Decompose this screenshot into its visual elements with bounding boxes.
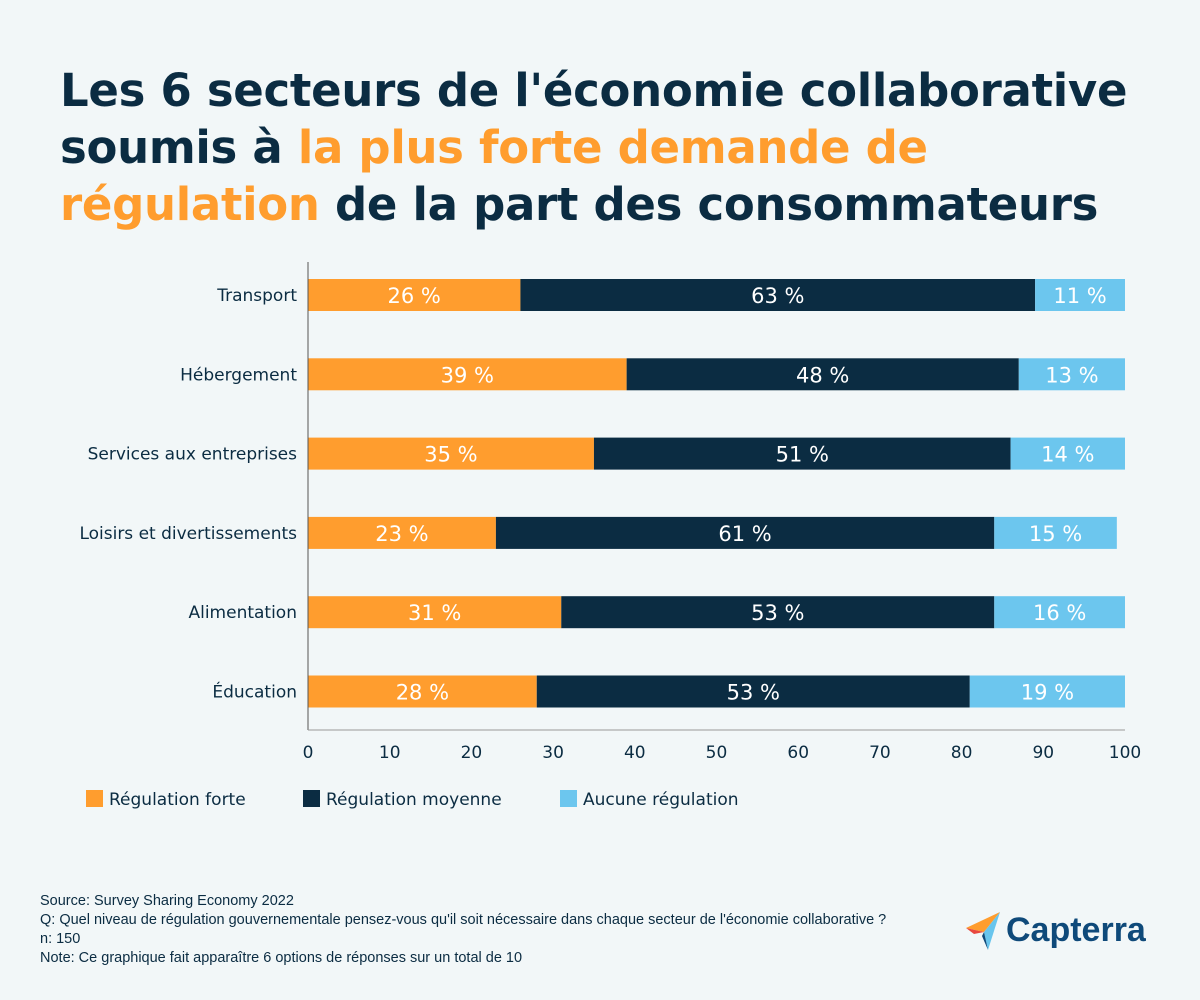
data-label: 14 % — [1041, 443, 1094, 467]
capterra-logo: Capterra — [966, 908, 1146, 952]
category-label: Loisirs et divertissements — [79, 524, 297, 544]
bar-segment — [994, 516, 1117, 549]
bar-segment — [308, 596, 562, 629]
data-label: 31 % — [408, 601, 461, 625]
chart-title: Les 6 secteurs de l'économie collaborati… — [60, 62, 1170, 233]
legend-label: Régulation moyenne — [326, 790, 502, 810]
data-label: 39 % — [441, 363, 494, 387]
data-label: 15 % — [1029, 522, 1082, 546]
footer-notes: Source: Survey Sharing Economy 2022 Q: Q… — [40, 892, 940, 968]
data-label: 53 % — [751, 601, 804, 625]
bar-segment — [495, 516, 995, 549]
bar-segment — [626, 358, 1019, 391]
category-label: Éducation — [212, 681, 297, 703]
category-label: Hébergement — [180, 365, 297, 385]
x-tick-label: 10 — [379, 743, 401, 763]
data-label: 48 % — [796, 363, 849, 387]
bar-segment — [593, 437, 1011, 470]
bar-segment — [520, 279, 1036, 311]
x-tick-label: 90 — [1032, 743, 1054, 763]
data-label: 28 % — [396, 681, 449, 705]
bar-segment — [308, 358, 627, 391]
capterra-logo-text: Capterra — [1006, 910, 1146, 949]
data-label: 51 % — [776, 443, 829, 467]
data-label: 61 % — [718, 522, 771, 546]
footer-question: Q: Quel niveau de régulation gouvernemen… — [40, 912, 887, 928]
bar-segment — [994, 596, 1125, 629]
data-label: 19 % — [1021, 681, 1074, 705]
bar-segment — [561, 596, 995, 629]
footer-source: Source: Survey Sharing Economy 2022 — [40, 893, 294, 909]
data-label: 16 % — [1033, 601, 1086, 625]
title-part2: de la part des consommateurs — [319, 178, 1099, 231]
bar-segment — [1035, 279, 1125, 311]
x-tick-label: 80 — [951, 743, 973, 763]
category-label: Alimentation — [188, 603, 297, 623]
bar-segment — [308, 437, 594, 470]
title-part1: Les 6 secteurs de l'économie collaborati… — [60, 64, 1128, 174]
data-label: 13 % — [1045, 363, 1098, 387]
legend-label: Aucune régulation — [583, 790, 739, 810]
legend-label: Régulation forte — [109, 790, 246, 810]
x-tick-label: 70 — [869, 743, 891, 763]
data-label: 53 % — [727, 681, 780, 705]
bar-segment — [1018, 358, 1125, 391]
x-tick-label: 100 — [1109, 743, 1141, 763]
x-tick-label: 50 — [706, 743, 728, 763]
data-label: 35 % — [424, 443, 477, 467]
data-label: 11 % — [1053, 284, 1106, 308]
category-label: Transport — [216, 286, 297, 306]
x-tick-label: 30 — [542, 743, 564, 763]
data-label: 23 % — [375, 522, 428, 546]
legend-swatch — [303, 790, 320, 807]
bar-segment — [1010, 437, 1125, 470]
bar-segment — [308, 516, 496, 549]
bar-segment — [308, 675, 537, 708]
x-tick-label: 20 — [461, 743, 483, 763]
category-label: Services aux entreprises — [88, 445, 298, 465]
data-label: 26 % — [388, 284, 441, 308]
data-label: 63 % — [751, 284, 804, 308]
bar-segment — [536, 675, 970, 708]
bar-segment — [969, 675, 1125, 708]
legend-swatch — [86, 790, 103, 807]
capterra-arrow-icon — [966, 912, 1000, 950]
x-tick-label: 60 — [787, 743, 809, 763]
legend-swatch — [560, 790, 577, 807]
footer-n: n: 150 — [40, 931, 81, 947]
x-tick-label: 40 — [624, 743, 646, 763]
bar-segment — [308, 279, 521, 311]
x-tick-label: 0 — [303, 743, 314, 763]
title-highlight: la plus forte demande de régulation — [60, 121, 928, 231]
footer-note: Note: Ce graphique fait apparaître 6 opt… — [40, 950, 523, 966]
